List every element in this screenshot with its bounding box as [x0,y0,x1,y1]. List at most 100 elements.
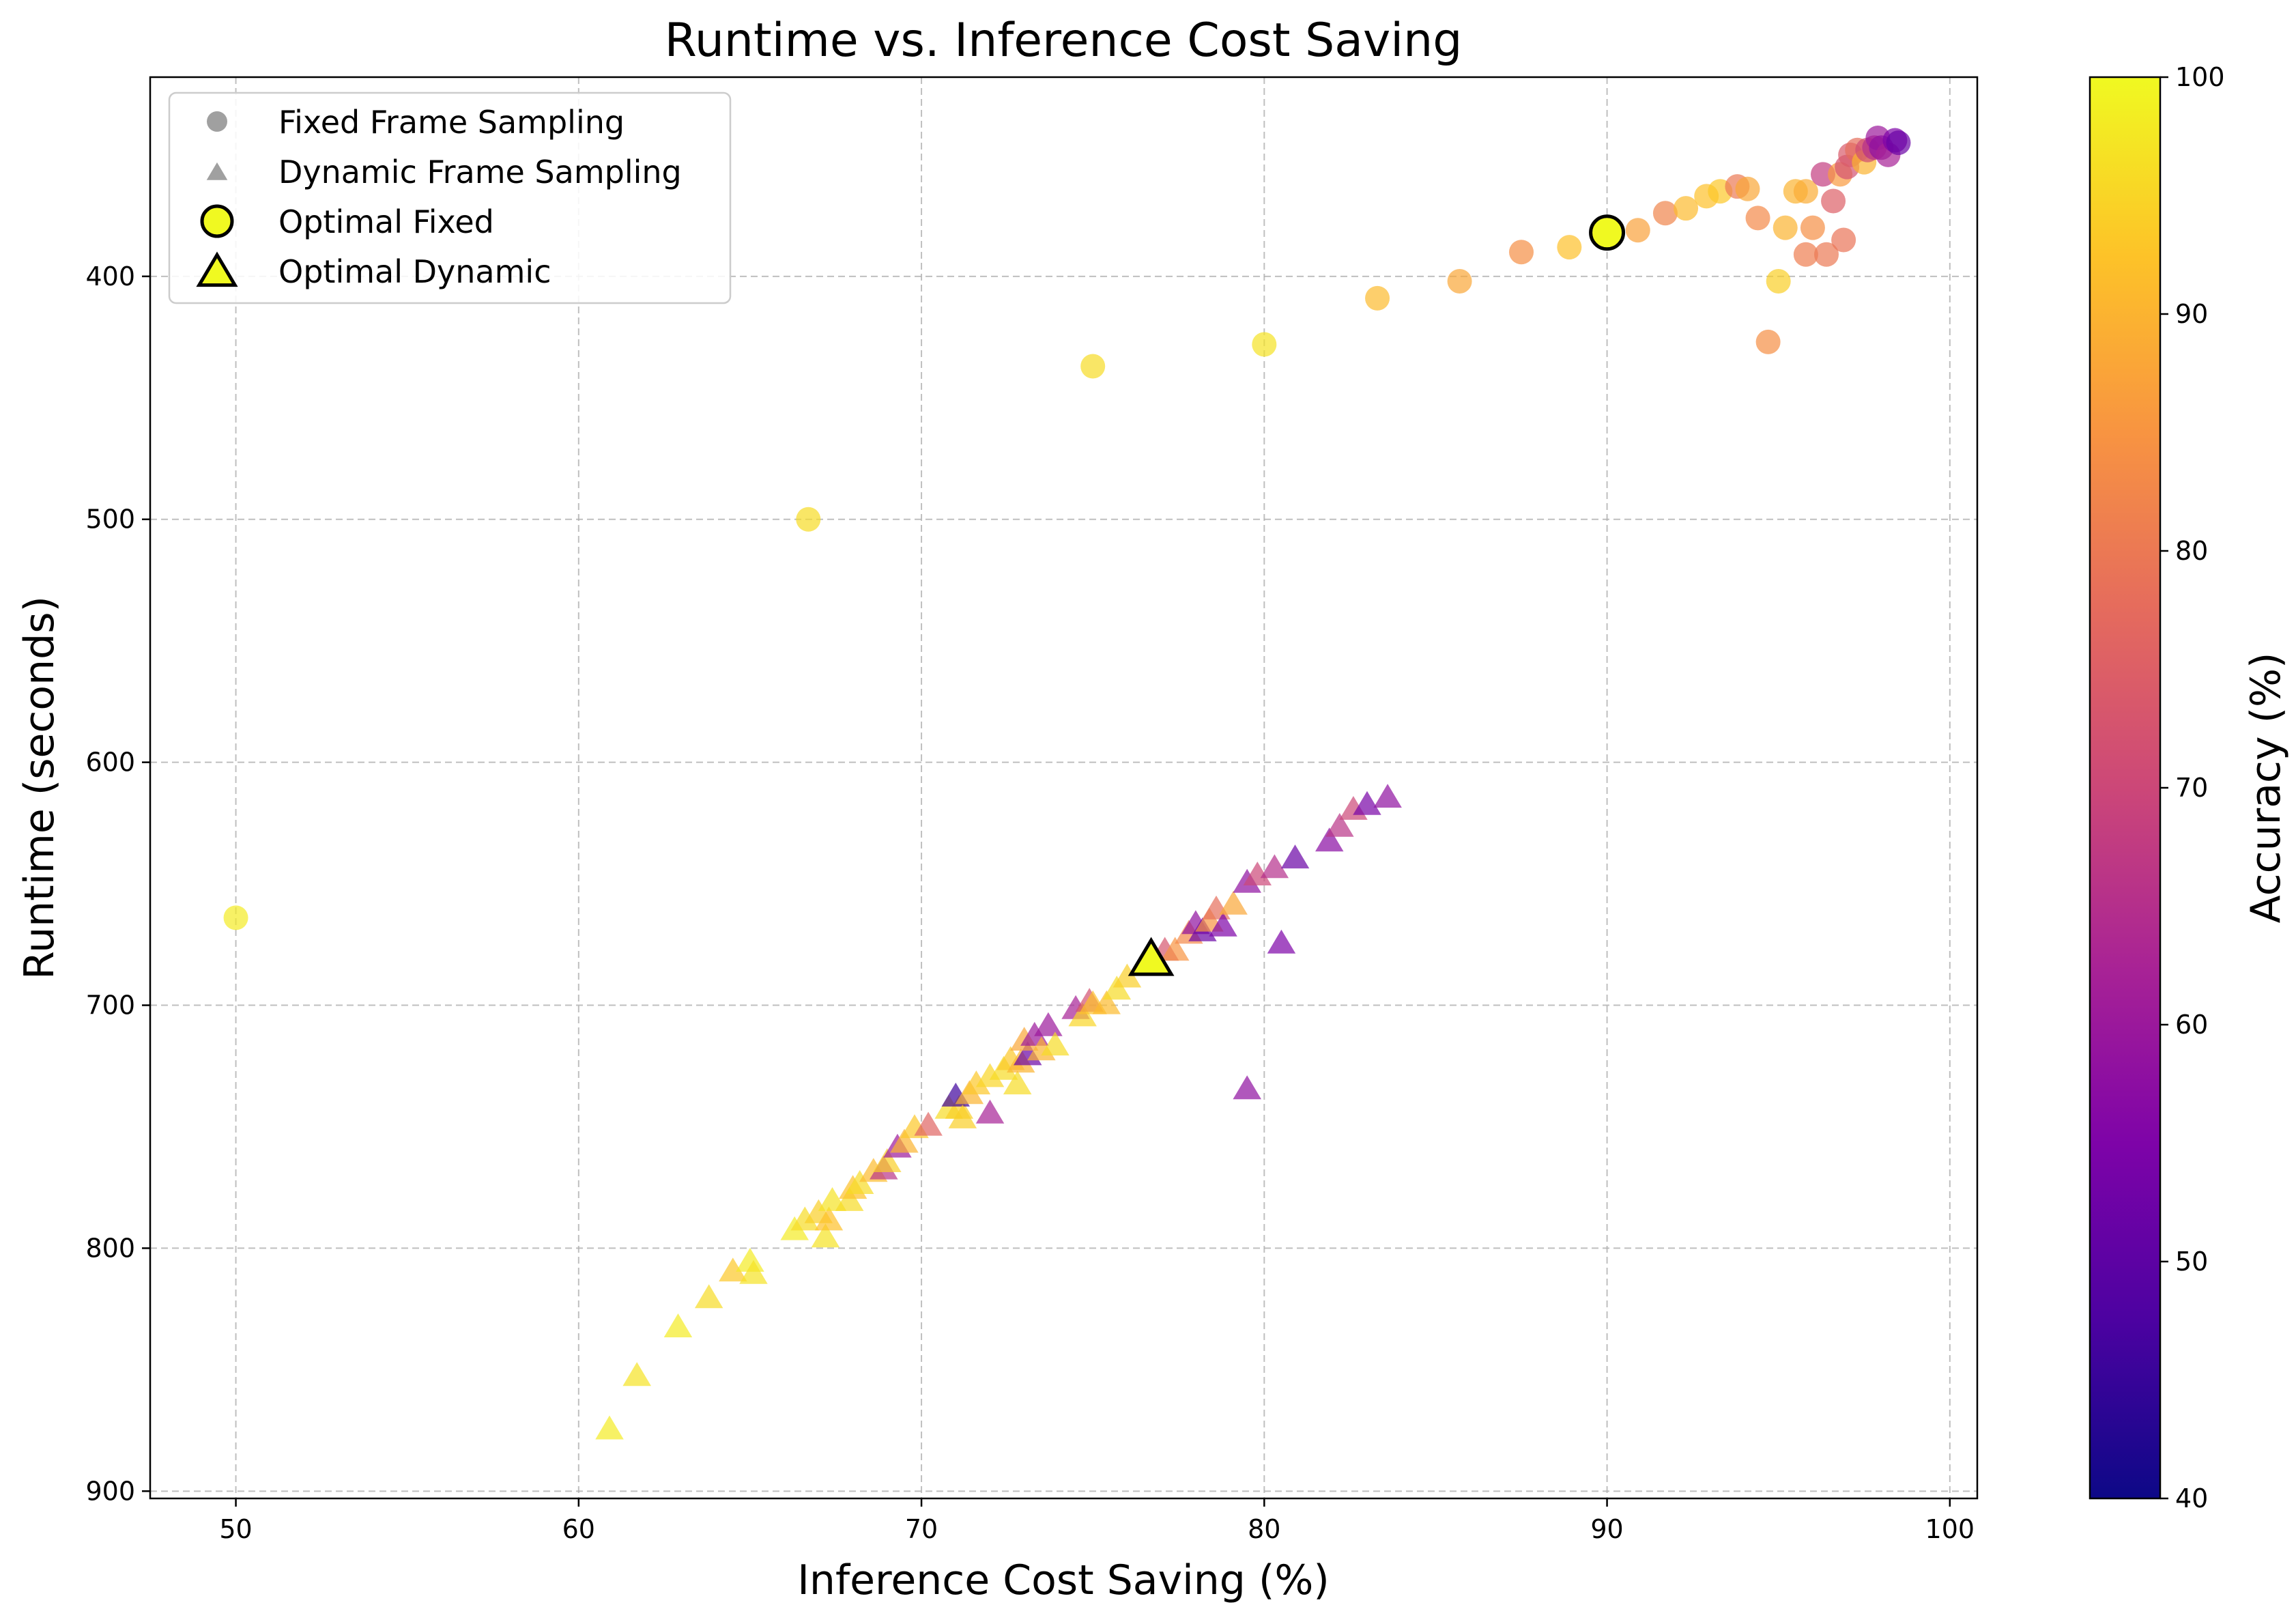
dynamic-sampling-point [719,1257,747,1282]
legend-markers [196,111,238,287]
dynamic-sampling-point [1113,963,1142,988]
y-tick-label: 700 [85,991,135,1021]
dynamic-sampling-point [1209,912,1237,937]
y-axis-label: Runtime (seconds) [16,596,63,980]
fixed-sampling-point [1652,201,1678,226]
colorbar-tick-label: 70 [2175,773,2208,803]
dynamic-sampling-point [1315,827,1344,852]
legend-label-optimal-fixed: Optimal Fixed [278,203,494,240]
plot-frame [149,76,1979,1500]
dynamic-sampling-point [914,1111,943,1136]
x-tick-label: 100 [1925,1514,1975,1544]
dynamic-sampling-point [1260,854,1289,879]
dynamic-sampling-point [1267,929,1296,954]
dynamic-sampling-point [975,1063,1005,1087]
legend-label-optimal-dynamic: Optimal Dynamic [278,253,551,290]
dynamic-sampling-point [975,1099,1005,1124]
fixed-sampling-point [1447,268,1472,294]
y-tick-label: 400 [85,261,135,291]
fixed-sampling-point [1886,130,1911,156]
fixed-sampling-point [1755,329,1781,354]
x-axis-ticks: 50 60 70 80 90 100 [219,1498,1975,1544]
dynamic-sampling-point [739,1260,768,1284]
dynamic-sampling-point [1161,937,1190,961]
dynamic-sampling-point [736,1247,764,1272]
legend-marker-4 [196,251,238,287]
fixed-sampling-point [1252,332,1277,357]
dynamic-sampling-point [694,1284,723,1309]
dynamic-sampling-point [1034,1012,1063,1036]
legend: Fixed Frame Sampling Dynamic Frame Sampl… [168,91,732,304]
dynamic-sampling-point [595,1415,624,1440]
dynamic-sampling-point [663,1313,693,1337]
y-tick-label: 600 [85,748,135,778]
x-tick-label: 60 [562,1514,595,1544]
dynamic-sampling-point [1003,1070,1032,1095]
y-tick-label: 900 [85,1476,135,1506]
fixed-sampling-point [1557,235,1582,260]
colorbar-tick-label: 80 [2175,536,2208,566]
dynamic-sampling-point [790,1206,820,1231]
dynamic-sampling-point [1243,862,1272,885]
dynamic-sampling-point [814,1206,844,1231]
dynamic-sampling-point [1102,976,1132,1000]
optimal-fixed-point [1589,214,1626,251]
fixed-sampling-point [1674,196,1699,221]
dynamic-sampling-point [962,1070,991,1095]
dynamic-sampling-point [1068,1002,1097,1027]
colorbar: 40 50 60 70 80 90 100 Accuracy (%) [2089,62,2290,1513]
fixed-sampling-point [1625,218,1650,243]
y-tick-label: 800 [85,1233,135,1263]
fixed-sampling-point [1745,205,1770,231]
fixed-sampling-point [1831,227,1856,253]
legend-marker-3 [200,204,234,238]
optimal-points [1128,214,1626,976]
fixed-sampling-point [1793,242,1818,267]
x-tick-label: 50 [219,1514,252,1544]
fixed-sampling-point [1509,240,1534,265]
x-tick-label: 70 [905,1514,938,1544]
y-tick-label: 500 [85,504,135,535]
colorbar-label: Accuracy (%) [2242,653,2290,924]
legend-marker-1 [207,111,227,132]
dynamic-sampling-point [622,1362,651,1386]
fixed-sampling-point [1773,215,1798,240]
legend-label-dynamic: Dynamic Frame Sampling [278,154,682,190]
colorbar-tick-label: 60 [2175,1010,2208,1040]
dynamic-sampling-point [811,1223,840,1248]
y-axis-ticks: 400 500 600 700 800 900 [85,261,150,1506]
fixed-sampling-point [1766,268,1791,294]
dynamic-sampling-point [835,1187,864,1211]
colorbar-tick-label: 90 [2175,299,2208,329]
dynamic-sampling-point [890,1128,919,1153]
fixed-sampling-point [1800,215,1825,240]
dynamic-sampling-point [1353,791,1381,815]
dynamic-sampling-point [1092,990,1121,1014]
colorbar-ticks: 40 50 60 70 80 90 100 [2160,62,2225,1513]
legend-label-fixed: Fixed Frame Sampling [278,104,625,141]
dynamic-sampling-point [1233,1075,1261,1100]
x-tick-label: 80 [1248,1514,1280,1544]
dynamic-sampling-point [1219,890,1248,915]
fixed-sampling-point [1810,162,1835,187]
dynamic-sampling-point [873,1148,902,1172]
data-points [223,125,1911,1440]
fixed-sampling-point [1080,354,1106,379]
chart-title: Runtime vs. Inference Cost Saving [665,14,1463,68]
grid-lines [150,77,1977,1498]
dynamic-sampling-point [1373,784,1402,808]
x-tick-label: 90 [1590,1514,1623,1544]
colorbar-tick-label: 50 [2175,1247,2208,1277]
fixed-sampling-point [223,905,248,930]
dynamic-sampling-point [1041,1031,1070,1056]
dynamic-sampling-point [845,1170,874,1194]
fixed-sampling-point [1821,188,1846,214]
fixed-sampling-point [1735,176,1760,201]
dynamic-sampling-point [1280,844,1310,869]
fixed-sampling-point [796,507,821,532]
x-axis-label: Inference Cost Saving (%) [797,1556,1330,1604]
dynamic-sampling-point [1325,812,1354,837]
legend-box [168,91,732,304]
colorbar-tick-label: 100 [2175,62,2225,92]
